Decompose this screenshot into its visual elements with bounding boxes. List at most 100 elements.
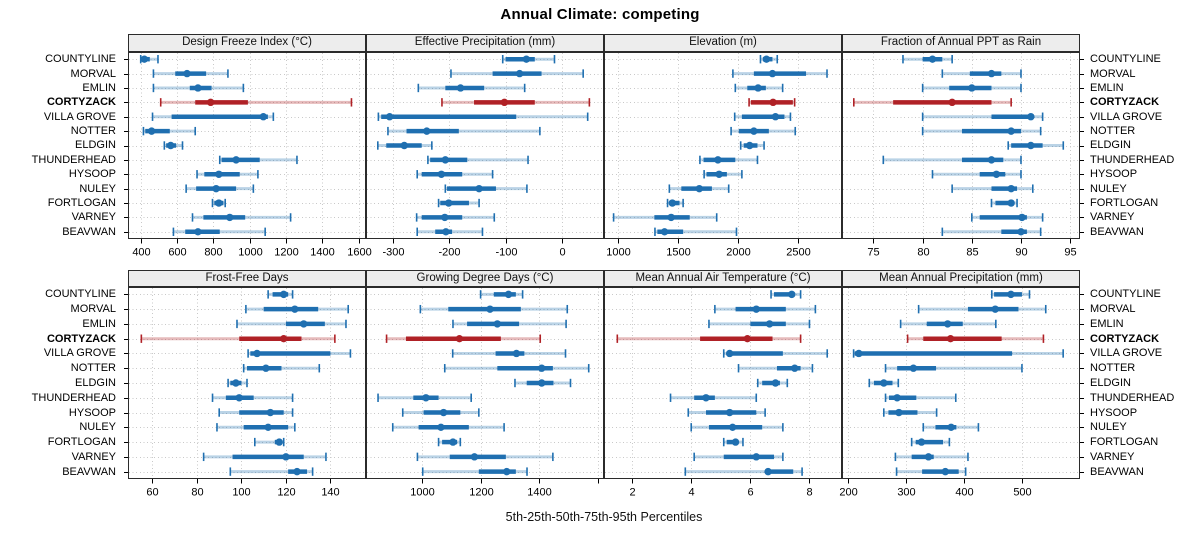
median-dot [917, 438, 926, 446]
x-tick-label: 1000 [238, 247, 262, 259]
panel-fraction-of-annual-ppt-as-rain: 75 80 85 90 95 [842, 52, 1084, 259]
panel-elevation-m: 1000 1500 2000 2500 [604, 52, 842, 259]
x-tick-label: 140 [321, 487, 339, 499]
median-dot [232, 156, 240, 164]
percentile-row-notter [142, 126, 197, 136]
median-dot [166, 141, 175, 150]
median-dot [449, 438, 457, 446]
percentile-row-villa-grove [451, 349, 567, 358]
x-tick-label: 2 [629, 487, 635, 499]
percentile-row-villa-grove [722, 349, 829, 358]
percentile-row-hysoop [882, 408, 938, 417]
category-label-morval: MORVAL [70, 67, 116, 80]
median-dot [771, 379, 780, 387]
x-tick-label: 80 [917, 247, 929, 259]
category-label-hysoop: HYSOOP [68, 168, 116, 181]
category-label-notter: NOTTER [70, 125, 116, 138]
median-dot [668, 199, 677, 207]
panel-strip-design-freeze-index-c: Design Freeze Index (°C) [128, 34, 366, 52]
x-tick-label: 800 [204, 247, 222, 259]
percentile-row-nuley [185, 184, 255, 193]
median-dot [895, 408, 903, 417]
median-dot [991, 305, 999, 313]
percentile-row-notter [884, 364, 1023, 373]
category-label-countyline: COUNTYLINE [45, 53, 116, 66]
percentile-row-hysoop [703, 170, 743, 179]
percentile-row-varney [612, 213, 718, 222]
x-tick-label: 1600 [347, 247, 371, 259]
category-label-nuley: NULEY [1090, 182, 1127, 195]
median-dot [880, 379, 888, 387]
median-dot [769, 98, 777, 107]
median-dot [455, 334, 464, 343]
median-dot [702, 394, 710, 402]
median-dot [262, 364, 270, 372]
percentile-row-notter [921, 126, 1042, 136]
category-labels-right-row1: COUNTYLINE MORVAL EMLIN CORTYZACK VILLA GROV… [1084, 287, 1200, 479]
percentile-row-cortyzack [385, 334, 542, 343]
median-dot [215, 199, 223, 207]
median-dot [232, 379, 240, 387]
median-dot [790, 364, 799, 372]
x-axis: 200 300 400 500 [839, 479, 1032, 499]
percentile-row-fortlogan [211, 198, 226, 208]
category-label-cortyzack: CORTYZACK [1090, 96, 1160, 109]
median-dot [750, 127, 758, 135]
x-tick-label: 1000 [606, 247, 630, 259]
median-dot [212, 184, 220, 193]
median-dot [512, 349, 521, 358]
panel-border [604, 52, 842, 239]
median-dot [715, 170, 723, 178]
x-tick-label: -300 [382, 247, 404, 259]
category-label-notter: NOTTER [1090, 125, 1136, 138]
x-tick-label: 80 [191, 487, 203, 499]
percentile-row-morval [450, 69, 584, 78]
category-label-beavwan: BEAVWAN [62, 465, 116, 478]
median-dot [987, 156, 996, 164]
percentile-row-fortlogan [910, 437, 951, 447]
percentile-row-villa-grove [921, 112, 1044, 121]
percentile-row-emlin [417, 83, 526, 93]
panel-effective-precipitation-mm: -300 -200 -100 0 [366, 52, 604, 259]
median-dot [924, 453, 933, 461]
x-tick-label: 2500 [786, 247, 810, 259]
percentile-row-varney [202, 452, 327, 462]
median-dot [752, 453, 760, 461]
percentile-row-morval [941, 69, 1022, 78]
category-label-beavwan: BEAVWAN [62, 225, 116, 238]
median-dot [765, 320, 774, 328]
x-tick-label: 100 [232, 487, 250, 499]
x-axis: 2 4 6 8 [629, 479, 813, 499]
percentile-row-thunderhead [699, 155, 759, 165]
median-dot [300, 320, 308, 328]
percentile-row-morval [245, 304, 350, 314]
percentile-row-morval [419, 304, 569, 314]
percentile-row-thunderhead [427, 155, 529, 165]
median-dot [503, 467, 511, 476]
median-dot [695, 184, 704, 193]
median-dot [968, 84, 976, 92]
x-axis: 60 80 100 120 140 [146, 479, 340, 499]
percentile-row-emlin [899, 319, 997, 329]
category-label-varney: VARNEY [71, 211, 116, 224]
percentile-row-notter [730, 126, 797, 136]
percentile-row-beavwan [229, 467, 314, 476]
percentile-row-thunderhead [218, 155, 298, 165]
x-tick-label: 400 [955, 487, 973, 499]
x-tick-label: 0 [559, 247, 565, 259]
percentile-row-hysoop [218, 408, 294, 417]
median-dot [282, 453, 290, 461]
x-tick-label: 500 [1013, 487, 1031, 499]
percentile-row-hysoop [401, 408, 480, 417]
median-dot [752, 305, 760, 313]
percentile-row-nuley [690, 423, 784, 432]
median-dot [745, 141, 754, 150]
category-label-thunderhead: THUNDERHEAD [1090, 153, 1175, 166]
panel-strip-elevation-m: Elevation (m) [604, 34, 842, 52]
median-dot [266, 408, 275, 417]
panel-border [842, 287, 1080, 479]
x-tick-label: 1200 [274, 247, 298, 259]
category-label-morval: MORVAL [70, 303, 116, 316]
category-label-hysoop: HYSOOP [1090, 168, 1138, 181]
category-label-hysoop: HYSOOP [68, 406, 116, 419]
